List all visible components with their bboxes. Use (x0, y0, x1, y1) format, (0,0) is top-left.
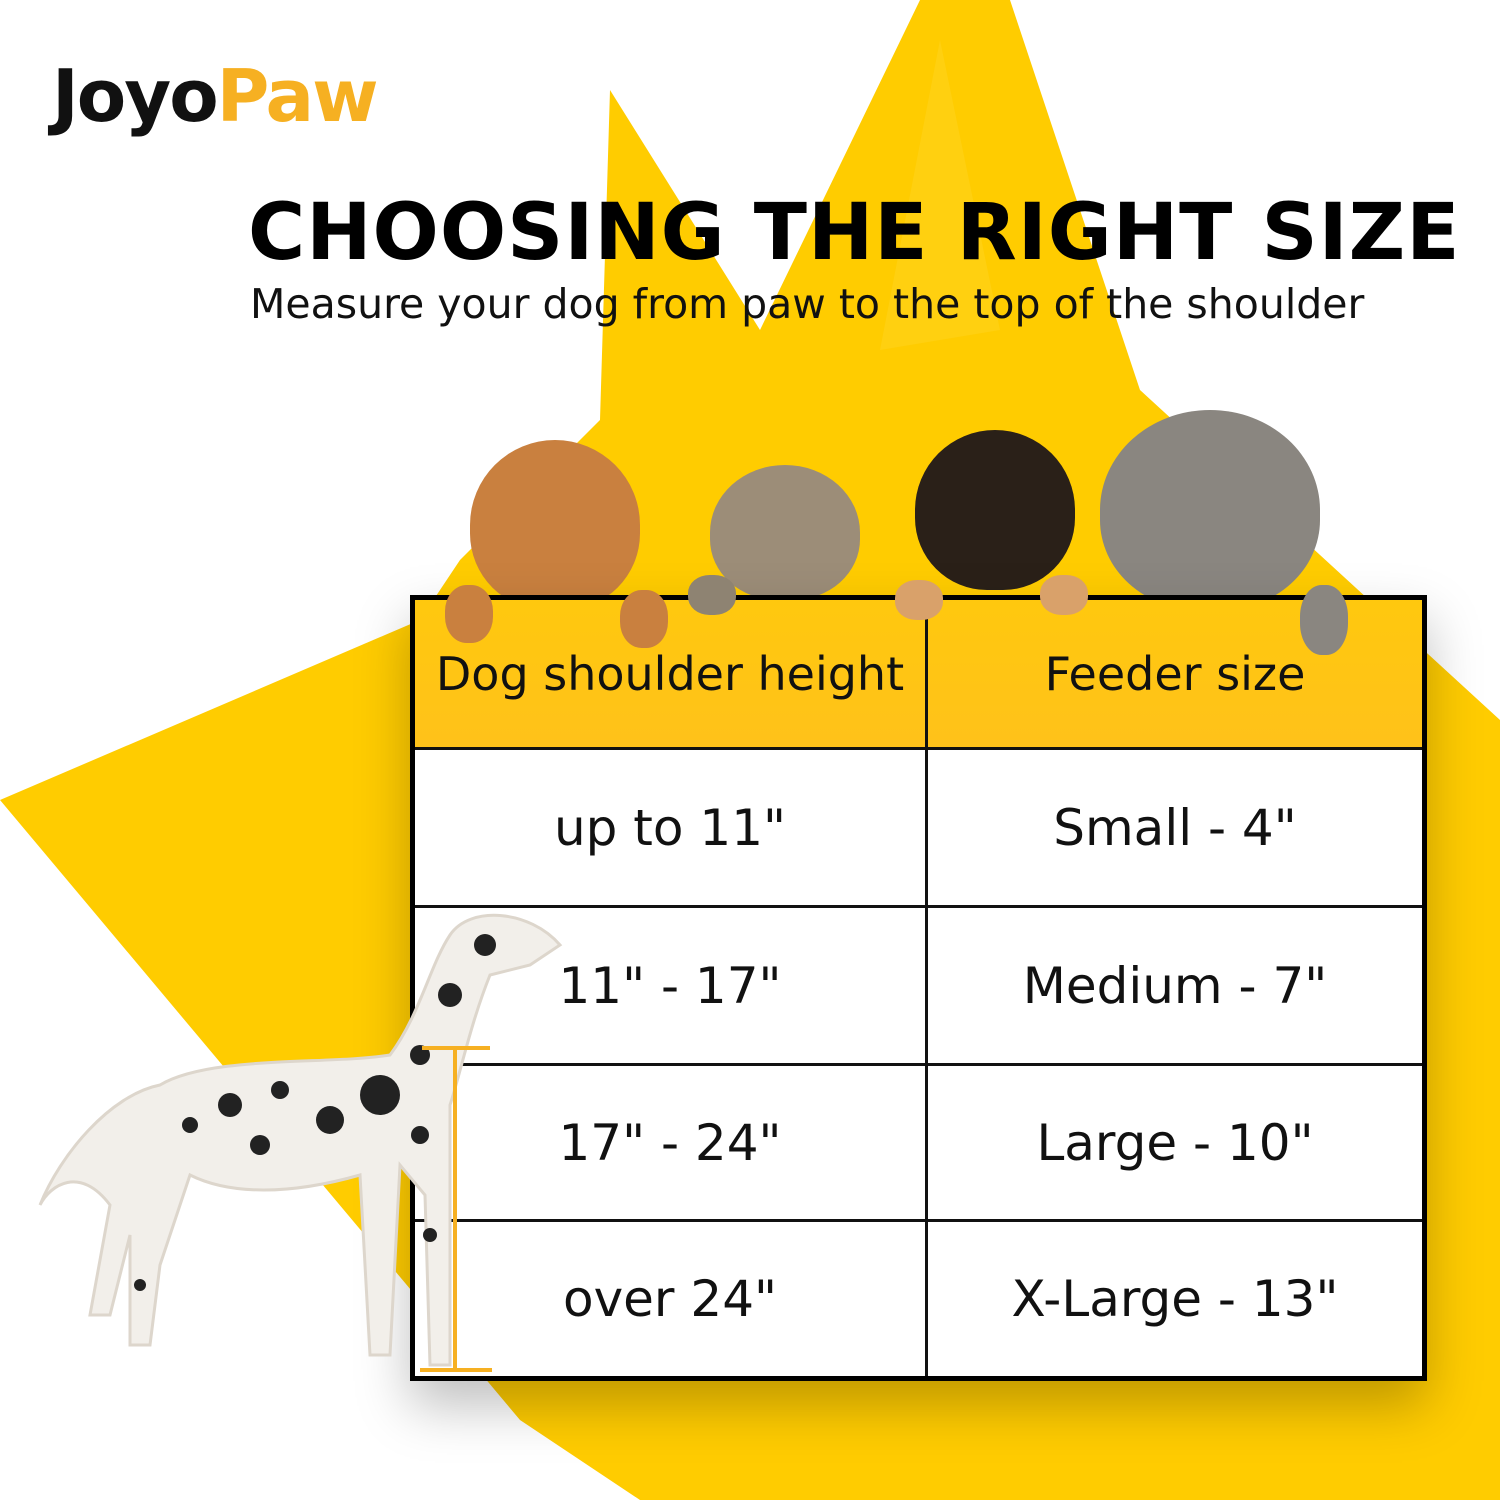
table-cell-size: X-Large - 13" (1011, 1270, 1339, 1328)
background-shape-highlight (880, 40, 1000, 350)
dalmatian-illustration (38, 913, 563, 1372)
dog-paw (1040, 575, 1088, 615)
table-cell-height: 17" - 24" (415, 1066, 928, 1222)
logo-accent-text: Paw (216, 54, 379, 138)
table-cell-height: 11" - 17" (415, 908, 928, 1066)
cat-paw (1300, 585, 1348, 655)
table-cell-size: Small - 4" (928, 750, 1422, 908)
table-header-height: Dog shoulder height (415, 600, 928, 750)
height-measure-marker (420, 1046, 492, 1372)
dalmatian-spots (134, 934, 496, 1291)
table-cell-height: over 24" (415, 1222, 928, 1376)
size-table: Dog shoulder height Feeder size up to 11… (410, 595, 1427, 1381)
dog-puppy-black-tan-image (915, 430, 1075, 590)
table-cell-height: up to 11" (415, 750, 928, 908)
dog-paw (895, 580, 943, 620)
cat-grey-image (1100, 410, 1320, 610)
table-cell-size: Large - 10" (928, 1066, 1422, 1222)
cat-tabby-image (710, 465, 860, 600)
logo-text: Joyo (52, 54, 219, 138)
dog-paw (620, 590, 668, 648)
dog-paw (445, 585, 493, 643)
page-subtitle: Measure your dog from paw to the top of … (250, 280, 1365, 328)
page-title: CHOOSING THE RIGHT SIZE (248, 188, 1461, 278)
table-cell-size: Medium - 7" (928, 908, 1422, 1066)
dog-puppy-brown-image (470, 440, 640, 610)
cat-paw (688, 575, 736, 615)
joyopaw-logo: Joyo Paw (52, 42, 379, 138)
dalmatian-body (38, 913, 563, 1367)
